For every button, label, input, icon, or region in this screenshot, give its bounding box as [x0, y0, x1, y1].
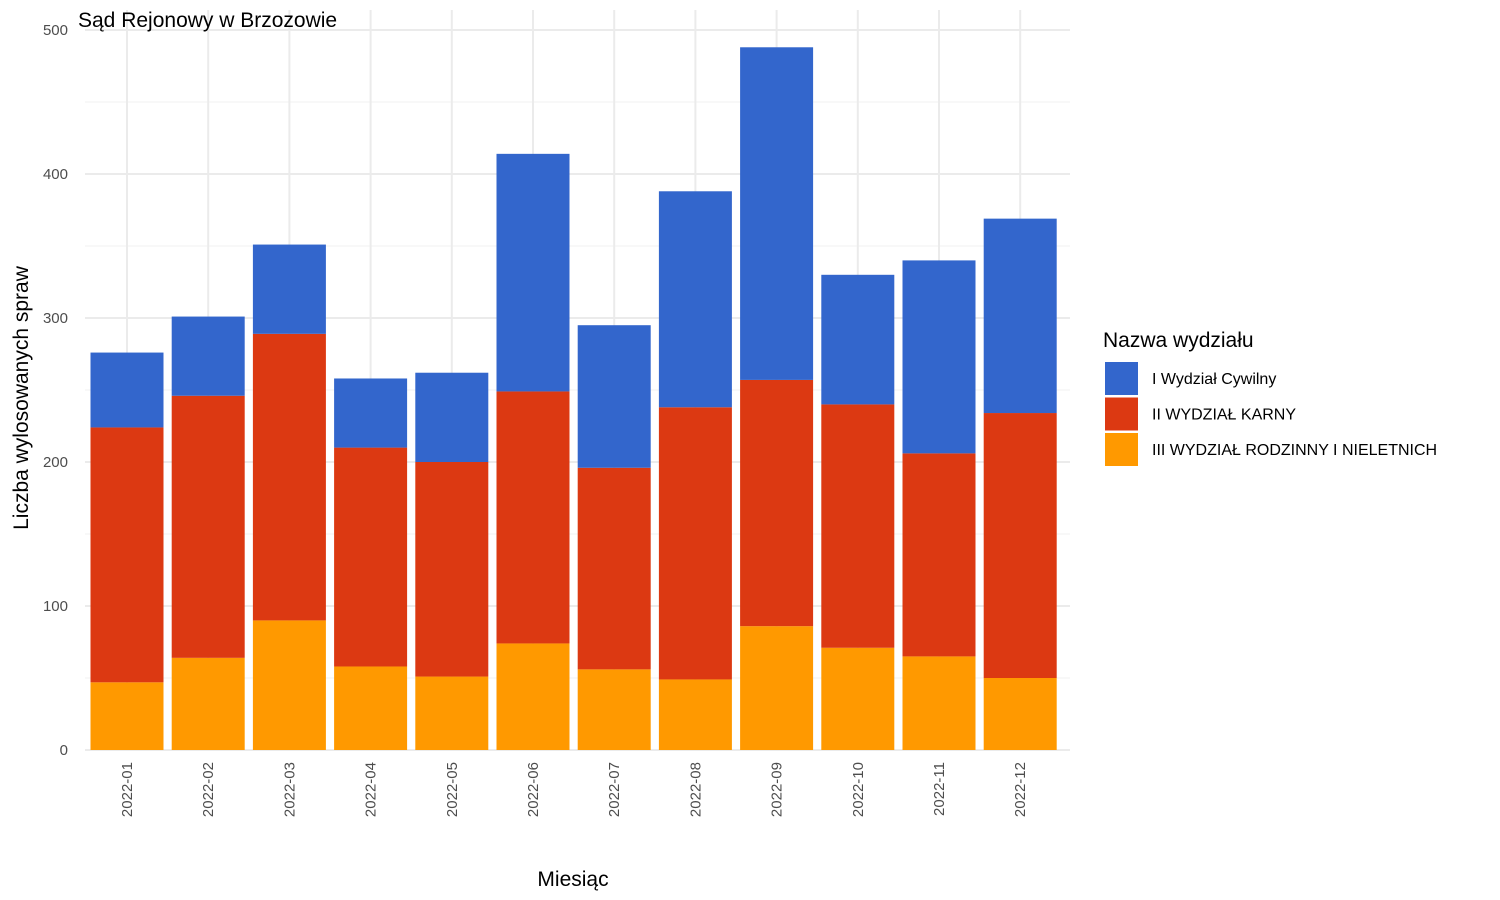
bar-segment	[902, 453, 976, 657]
bar-segment	[334, 378, 408, 448]
bar-segment	[983, 218, 1057, 414]
legend-swatch	[1105, 433, 1138, 466]
bar-segment	[90, 427, 164, 683]
x-tick-label: 2022-11	[931, 762, 948, 816]
bar-segment	[740, 626, 814, 750]
x-tick-label: 2022-10	[850, 762, 867, 817]
x-axis-title: Miesiąc	[537, 868, 608, 891]
x-tick-label: 2022-09	[769, 762, 786, 817]
x-tick-label: 2022-01	[119, 762, 136, 817]
x-tick-label: 2022-02	[200, 762, 217, 817]
bar-segment	[577, 669, 651, 750]
x-tick-label: 2022-05	[444, 762, 461, 817]
bar-segment	[496, 643, 570, 750]
bar-segment	[983, 678, 1057, 750]
bar-segment	[90, 682, 164, 750]
bar-segment	[415, 676, 489, 750]
x-tick-label: 2022-04	[363, 762, 380, 817]
x-tick-label: 2022-08	[687, 762, 704, 817]
bars	[90, 47, 1057, 750]
bar-segment	[821, 647, 895, 750]
bar-segment	[577, 325, 651, 468]
legend-label: III WYDZIAŁ RODZINNY I NIELETNICH	[1152, 442, 1437, 459]
x-tick-label: 2022-06	[525, 762, 542, 817]
bar-segment	[821, 274, 895, 405]
bar-segment	[902, 260, 976, 454]
y-tick-label: 0	[60, 742, 68, 759]
bar-segment	[171, 657, 245, 750]
legend-title: Nazwa wydziału	[1103, 329, 1254, 352]
bar-segment	[821, 404, 895, 648]
bar-segment	[740, 47, 814, 380]
bar-segment	[334, 447, 408, 667]
legend-label: I Wydział Cywilny	[1152, 371, 1276, 388]
bar-segment	[740, 379, 814, 627]
x-axis-ticks: 2022-01 2022-02 2022-03 2022-04 2022-05 2022-…	[119, 762, 1029, 817]
bar-segment	[171, 316, 245, 396]
bar-segment	[415, 462, 489, 677]
legend-swatch	[1105, 397, 1138, 431]
y-axis-ticks: 0 100 200 300 400 500	[43, 22, 68, 759]
legend-label: II WYDZIAŁ KARNY	[1152, 407, 1296, 424]
y-tick-label: 400	[43, 166, 68, 183]
bar-segment	[252, 620, 326, 750]
legend: Nazwa wydziału I Wydział Cywilny II WYDZI…	[1103, 329, 1437, 466]
x-tick-label: 2022-07	[606, 762, 623, 817]
x-tick-label: 2022-12	[1012, 762, 1029, 817]
bar-segment	[658, 679, 732, 750]
y-tick-label: 300	[43, 310, 68, 327]
bar-segment	[496, 153, 570, 392]
bar-segment	[496, 391, 570, 644]
y-axis-title: Liczba wylosowanych spraw	[10, 265, 33, 530]
bar-segment	[658, 407, 732, 680]
y-tick-label: 100	[43, 598, 68, 615]
y-tick-label: 500	[43, 22, 68, 39]
bar-segment	[334, 666, 408, 750]
y-tick-label: 200	[43, 454, 68, 471]
bar-segment	[577, 467, 651, 670]
x-tick-label: 2022-03	[281, 762, 298, 817]
bar-segment	[658, 191, 732, 408]
chart-title: Sąd Rejonowy w Brzozowie	[78, 9, 337, 32]
bar-segment	[415, 372, 489, 462]
bar-segment	[171, 395, 245, 658]
legend-swatch	[1105, 362, 1138, 395]
bar-segment	[90, 352, 164, 428]
bar-segment	[252, 333, 326, 621]
bar-segment	[902, 656, 976, 750]
bar-segment	[983, 413, 1057, 678]
bar-segment	[252, 244, 326, 334]
